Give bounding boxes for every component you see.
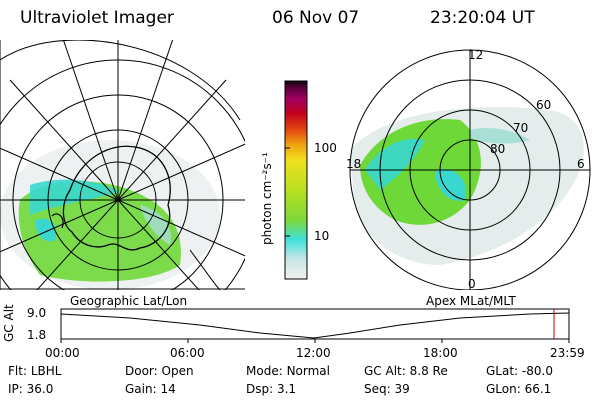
- info-gain-value: 14: [160, 382, 176, 396]
- lat-label-80: 80: [490, 142, 506, 156]
- info-gcalt-value: 8.8 Re: [409, 364, 448, 378]
- magnetic-caption: Apex MLat/MLT: [426, 294, 516, 308]
- lat-label-60: 60: [536, 98, 552, 112]
- colorbar: [284, 80, 308, 280]
- mlt-label-12: 12: [468, 48, 484, 62]
- info-gain: Gain: 14: [125, 382, 176, 396]
- info-seq-label: Seq:: [364, 382, 391, 396]
- altitude-ytick-high: 9.0: [27, 306, 47, 320]
- info-mode: Mode: Normal: [246, 364, 330, 378]
- mlt-label-18: 18: [346, 157, 362, 171]
- info-seq-value: 39: [394, 382, 410, 396]
- lat-label-70: 70: [513, 121, 529, 135]
- geographic-caption: Geographic Lat/Lon: [70, 294, 188, 308]
- info-door-label: Door:: [125, 364, 158, 378]
- colorbar-unit-label: photon cm⁻²s⁻¹: [260, 152, 274, 245]
- info-dsp: Dsp: 3.1: [246, 382, 296, 396]
- colorbar-tick-10: 10: [314, 229, 330, 243]
- magnetic-polar-plot: [349, 49, 591, 290]
- altitude-xtick-2359: 23:59: [550, 346, 585, 360]
- info-mode-value: Normal: [286, 364, 330, 378]
- info-gcalt-label: GC Alt:: [364, 364, 406, 378]
- info-flt-value: LBHL: [30, 364, 62, 378]
- altitude-xtick-0600: 06:00: [170, 346, 205, 360]
- colorbar-tick-100: 100: [314, 141, 337, 155]
- info-dsp-label: Dsp:: [246, 382, 274, 396]
- info-ip: IP: 36.0: [8, 382, 53, 396]
- info-glon-label: GLon:: [486, 382, 521, 396]
- mlt-label-0: 0: [468, 277, 476, 291]
- info-seq: Seq: 39: [364, 382, 410, 396]
- mlt-label-6: 6: [577, 157, 585, 171]
- info-glat-value: -80.0: [521, 364, 553, 378]
- altitude-xtick-0000: 00:00: [45, 346, 80, 360]
- altitude-xtick-1200: 12:00: [296, 346, 331, 360]
- info-glon-value: 66.1: [524, 382, 552, 396]
- geographic-map: [0, 40, 245, 290]
- info-ip-label: IP:: [8, 382, 23, 396]
- info-ip-value: 36.0: [26, 382, 54, 396]
- altitude-plot: [60, 308, 570, 343]
- altitude-ylabel: GC Alt: [2, 304, 16, 342]
- info-mode-label: Mode:: [246, 364, 283, 378]
- date-label: 06 Nov 07: [272, 8, 360, 28]
- info-door-value: Open: [161, 364, 194, 378]
- info-gcalt: GC Alt: 8.8 Re: [364, 364, 448, 378]
- altitude-xtick-1800: 18:00: [423, 346, 458, 360]
- info-gain-label: Gain:: [125, 382, 157, 396]
- info-glon: GLon: 66.1: [486, 382, 551, 396]
- instrument-title: Ultraviolet Imager: [20, 8, 174, 28]
- info-flt-label: Flt:: [8, 364, 27, 378]
- info-door: Door: Open: [125, 364, 194, 378]
- time-label: 23:20:04 UT: [430, 8, 535, 28]
- altitude-ytick-low: 1.8: [27, 328, 47, 342]
- info-glat: GLat: -80.0: [486, 364, 553, 378]
- info-dsp-value: 3.1: [276, 382, 297, 396]
- info-glat-label: GLat:: [486, 364, 519, 378]
- info-flt: Flt: LBHL: [8, 364, 61, 378]
